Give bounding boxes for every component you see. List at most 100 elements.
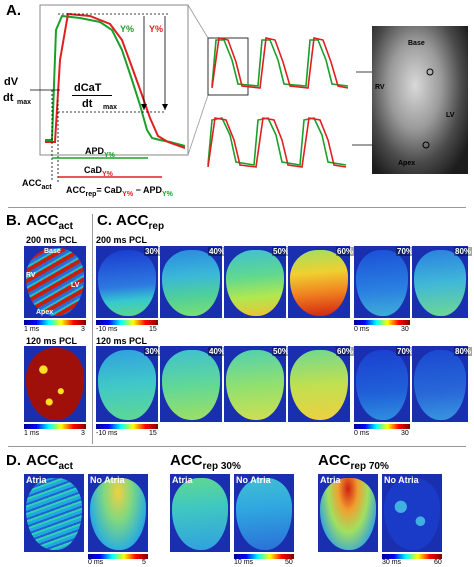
pct-label: 30% (144, 347, 163, 356)
dcat-numerator: dCaT (74, 82, 102, 94)
pct-label: 70% (396, 247, 415, 256)
pct-label: 50% (272, 347, 291, 356)
colorbar-c-120-left (96, 424, 158, 429)
map-c-200-80 (412, 246, 468, 318)
divider-b-c (92, 214, 93, 444)
colorbar-d3-max: 60 (434, 559, 442, 566)
dvdt-numerator: dV (4, 76, 19, 88)
colorbar-d1 (88, 554, 148, 559)
map-c-200-70 (354, 246, 410, 318)
panel-a-letter: A. (6, 2, 21, 19)
panel-c-row2-pcl: 120 ms PCL (96, 336, 148, 346)
map-c-120-60 (288, 346, 350, 422)
zoom-box (207, 37, 249, 96)
map-d-act-atria (24, 474, 84, 552)
recording-site-lower (422, 141, 430, 149)
acc-act-label: ACCact (22, 178, 52, 191)
map-c-120-40 (160, 346, 222, 422)
voltage-trace-main (45, 14, 186, 147)
colorbar-c-200-left (96, 320, 158, 325)
colorbar-c-200-right-min: 0 ms (354, 326, 370, 333)
colorbar-b-120-min: 1 ms (24, 430, 40, 437)
panel-b-row1-pcl: 200 ms PCL (26, 235, 78, 245)
colorbar-c-200-right-max: 30 (401, 326, 409, 333)
map-label-apex: Apex (36, 309, 54, 316)
pct-label: 80% (454, 347, 473, 356)
panel-b-letter: B. (6, 212, 21, 229)
colorbar-b-200 (24, 320, 86, 325)
map-c-200-40 (160, 246, 222, 318)
panel-c-letter: C. (97, 212, 112, 229)
dcat-denominator: dt (82, 98, 93, 110)
map-d-act-no-atria (88, 474, 148, 552)
panel-b-title: ACCact (26, 212, 73, 232)
label-no-atria: No Atria (384, 475, 419, 485)
acc-rep-equation: ACCrep= CaDY% − APDY% (66, 185, 173, 198)
calcium-trace-main (45, 12, 186, 149)
colorbar-c-120-right-max: 30 (401, 430, 409, 437)
pct-label: 80% (454, 247, 473, 256)
label-atria: Atria (26, 475, 47, 485)
map-c-120-50 (224, 346, 286, 422)
camera-label-rv: RV (375, 84, 385, 91)
map-d-rep30-no-atria (234, 474, 294, 552)
colorbar-c-120-left-max: 15 (149, 430, 157, 437)
map-d-rep30-atria (170, 474, 230, 552)
pct-label: 50% (272, 247, 291, 256)
colorbar-d1-min: 0 ms (88, 559, 104, 566)
pct-label: 40% (208, 247, 227, 256)
pct-label: 30% (144, 247, 163, 256)
small-traces-row1 (211, 37, 349, 89)
map-b-120 (24, 346, 86, 422)
map-d-rep70-atria (318, 474, 378, 552)
small-traces-row2 (207, 117, 347, 168)
y-percent-voltage: Y% (120, 24, 135, 34)
divider-top (8, 207, 466, 208)
colorbar-c-200-left-max: 15 (149, 326, 157, 333)
divider-bottom (8, 446, 466, 447)
pct-label: 60% (336, 347, 355, 356)
colorbar-c-200-right (354, 320, 410, 325)
panel-b-row2-pcl: 120 ms PCL (26, 336, 78, 346)
dvdt-denominator: dt (3, 92, 14, 104)
map-b-200 (24, 246, 86, 318)
map-label-rv: RV (26, 272, 36, 279)
panel-c-row1-pcl: 200 ms PCL (96, 235, 148, 245)
map-c-120-30 (96, 346, 158, 422)
map-c-200-50 (224, 246, 286, 318)
colorbar-c-200-left-min: -10 ms (96, 326, 118, 333)
y-percent-calcium: Y% (149, 24, 164, 34)
panel-a-figure (30, 4, 424, 182)
recording-site-upper (426, 68, 434, 76)
camera-label-lv: LV (446, 112, 455, 119)
map-c-120-70 (354, 346, 410, 422)
colorbar-c-120-left-min: -10 ms (96, 430, 118, 437)
camera-label-base: Base (408, 40, 425, 47)
camera-label-apex: Apex (398, 160, 416, 167)
panel-d-letter: D. (6, 452, 21, 469)
main-trace-frame (39, 4, 189, 156)
panel-d-group3-title: ACCrep 70% (318, 452, 389, 472)
camera-image (372, 26, 468, 174)
label-atria: Atria (320, 475, 341, 485)
map-c-200-30 (96, 246, 158, 318)
colorbar-b-120-max: 3 (81, 430, 85, 437)
map-label-base: Base (44, 248, 61, 255)
label-no-atria: No Atria (90, 475, 125, 485)
apd-label: APDY% (85, 146, 115, 159)
label-atria: Atria (172, 475, 193, 485)
colorbar-d3 (382, 554, 442, 559)
dvdt-subscript: max (17, 99, 32, 106)
colorbar-d3-min: 30 ms (382, 559, 402, 566)
panel-d-group2-title: ACCrep 30% (170, 452, 241, 472)
pct-label: 40% (208, 347, 227, 356)
map-label-lv: LV (71, 282, 80, 289)
colorbar-c-120-right-min: 0 ms (354, 430, 370, 437)
pct-label: 60% (336, 247, 355, 256)
colorbar-b-120 (24, 424, 86, 429)
label-no-atria: No Atria (236, 475, 271, 485)
colorbar-d2 (234, 554, 294, 559)
colorbar-c-120-right (354, 424, 410, 429)
colorbar-d2-min: 10 ms (234, 559, 254, 566)
map-d-rep70-no-atria (382, 474, 442, 552)
